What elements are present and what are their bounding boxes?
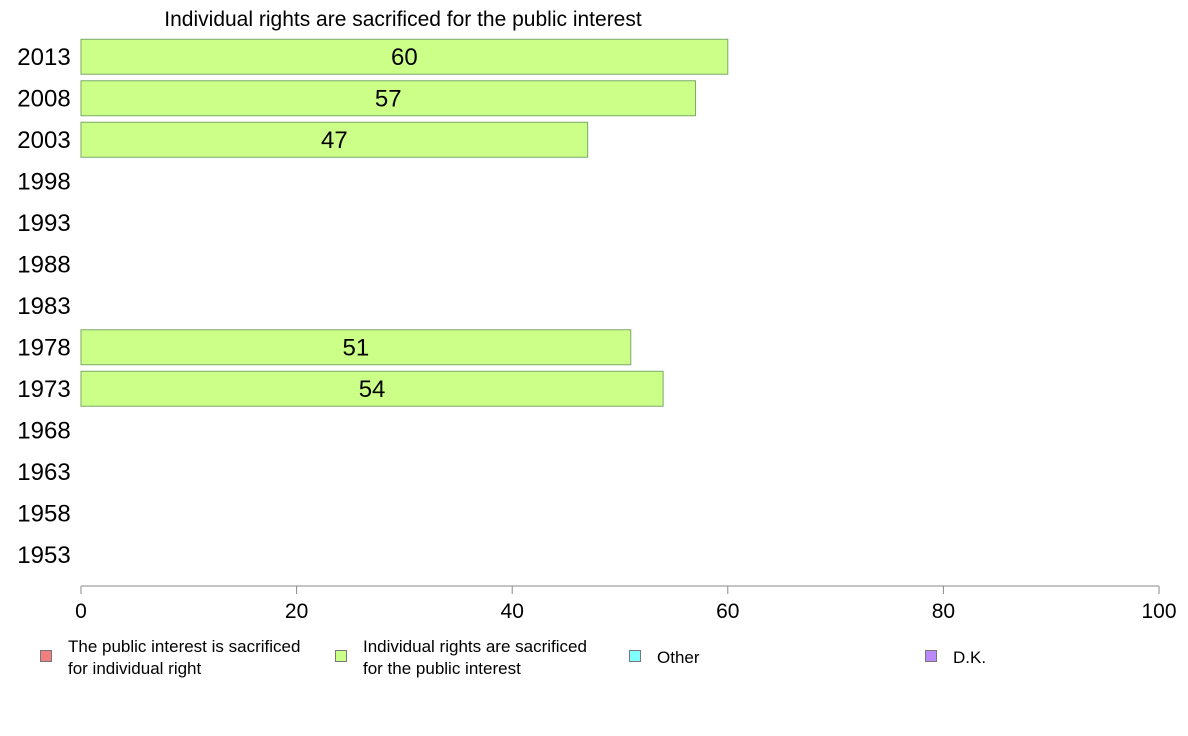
legend-label: Individual rights are sacrificed for the… [363,637,587,678]
y-tick-label: 2003 [17,127,70,154]
y-tick-label: 1988 [17,251,70,278]
y-tick-label: 2013 [17,44,70,71]
y-tick-label: 1983 [17,293,70,320]
bar [80,121,589,158]
bar [80,80,696,117]
y-tick-label: 1963 [17,459,70,486]
legend-swatch [335,650,347,662]
bar-value-label: 51 [343,334,370,361]
legend-label: Other [657,648,700,667]
legend-swatch [925,650,937,662]
x-tick-label: 60 [716,600,739,623]
legend-item-public-interest-sacrificed: The public interest is sacrificed for in… [40,636,300,680]
bar-value-label: 54 [359,376,386,403]
bar-value-label: 57 [375,85,402,112]
y-tick-label: 1968 [17,417,70,444]
bar [80,38,729,75]
y-tick-label: 1998 [17,168,70,195]
chart-title: Individual rights are sacrificed for the… [164,8,642,31]
legend-label: The public interest is sacrificed for in… [68,637,301,678]
x-tick-label: 40 [501,600,524,623]
x-tick-label: 0 [75,600,87,623]
bar-value-label: 47 [321,127,348,154]
legend-item-individual-rights-sacrificed: Individual rights are sacrificed for the… [335,636,587,680]
x-tick-label: 80 [932,600,955,623]
y-tick-label: 1953 [17,542,70,569]
legend-item-dk: D.K. [925,647,986,669]
bar-value-label: 60 [391,44,418,71]
y-tick-label: 1993 [17,210,70,237]
x-tick-label: 20 [285,600,308,623]
legend-swatch [629,650,641,662]
legend-swatch [40,650,52,662]
legend: The public interest is sacrificed for in… [0,636,1188,686]
y-tick-label: 2008 [17,85,70,112]
x-tick-label: 100 [1141,600,1176,623]
y-tick-label: 1973 [17,376,70,403]
legend-label: D.K. [953,648,987,667]
y-tick-label: 1978 [17,334,70,361]
bar [80,329,632,366]
legend-item-other: Other [629,647,700,669]
y-tick-label: 1958 [17,500,70,527]
bar [80,370,664,407]
